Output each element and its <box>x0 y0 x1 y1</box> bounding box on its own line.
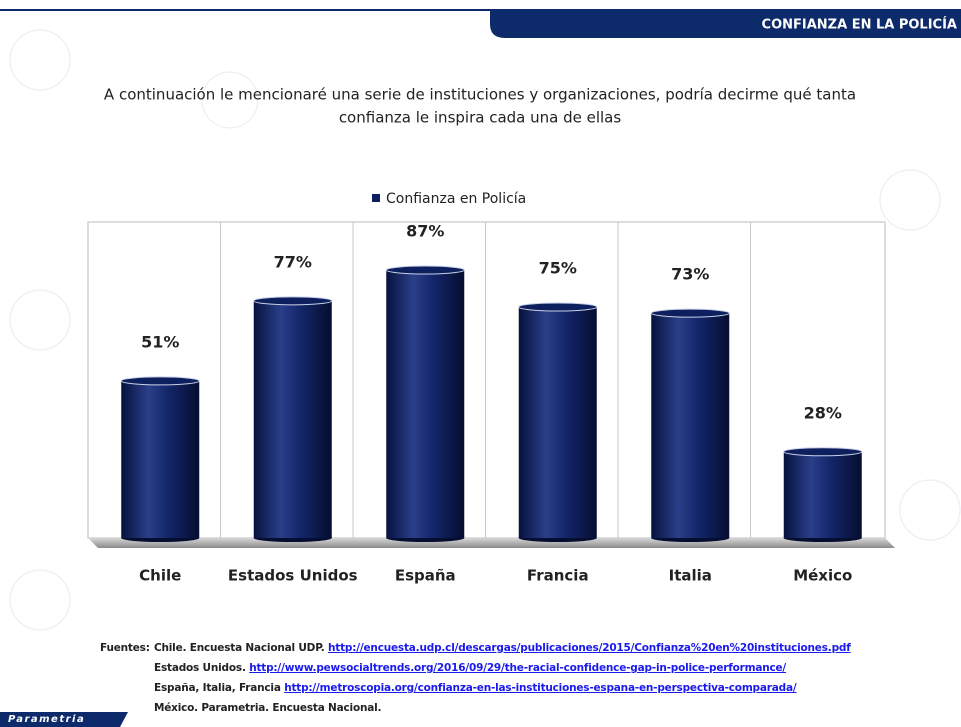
bar-cap <box>253 296 333 306</box>
source-text: Estados Unidos. <box>154 662 246 674</box>
source-row: España, Italia, Francia http://metroscop… <box>100 678 851 698</box>
source-row: Fuentes: Chile. Encuesta Nacional UDP. ht… <box>100 638 851 658</box>
x-tick-label: Italia <box>669 567 712 585</box>
floor <box>88 538 895 548</box>
question: A continuación le mencionaré una serie d… <box>104 86 856 104</box>
sources-label: Fuentes: <box>100 642 150 654</box>
bar-cap <box>783 447 863 457</box>
question: confianza le inspira cada una de ellas <box>339 109 622 127</box>
value-label: 73% <box>671 265 709 284</box>
bar-cap <box>650 308 730 318</box>
bar <box>651 313 730 538</box>
source-link[interactable]: http://encuesta.udp.cl/descargas/publica… <box>328 642 851 654</box>
x-tick-label: España <box>395 567 456 585</box>
source-row: Estados Unidos. http://www.pewsocialtren… <box>100 658 851 678</box>
header-bar <box>490 10 961 38</box>
bar <box>386 270 465 538</box>
value-label: 51% <box>141 332 179 351</box>
bar-cap <box>385 265 465 275</box>
x-tick-label: Francia <box>527 567 589 585</box>
legend-label: Confianza en Policía <box>386 191 526 207</box>
legend-swatch <box>372 194 380 202</box>
source-text: Chile. Encuesta Nacional UDP. <box>154 642 325 654</box>
bar <box>121 380 200 538</box>
x-tick-label: Estados Unidos <box>228 567 358 585</box>
source-text: España, Italia, Francia <box>154 682 281 694</box>
x-tick-label: México <box>793 567 852 585</box>
bar <box>783 451 862 538</box>
logo-box <box>0 712 128 727</box>
source-row: México. Parametria. Encuesta Nacional. <box>100 698 851 718</box>
watermark <box>9 29 961 631</box>
bar <box>518 307 597 538</box>
header-title: CONFIANZA EN LA POLICÍA <box>762 17 957 33</box>
logo: Parametria <box>8 714 85 725</box>
value-label: 75% <box>539 259 577 278</box>
bar-cap <box>120 376 200 386</box>
source-text: México. Parametria. Encuesta Nacional. <box>154 702 382 714</box>
source-link[interactable]: http://www.pewsocialtrends.org/2016/09/2… <box>249 662 787 674</box>
value-label: 87% <box>406 222 444 241</box>
source-link[interactable]: http://metroscopia.org/confianza-en-las-… <box>284 682 797 694</box>
x-tick-label: Chile <box>139 567 181 585</box>
value-label: 77% <box>274 252 312 271</box>
sources: Fuentes: Chile. Encuesta Nacional UDP. ht… <box>100 638 851 718</box>
value-label: 28% <box>804 403 842 422</box>
bar-cap <box>518 302 598 312</box>
bar <box>253 300 332 538</box>
plot-area <box>87 221 886 539</box>
